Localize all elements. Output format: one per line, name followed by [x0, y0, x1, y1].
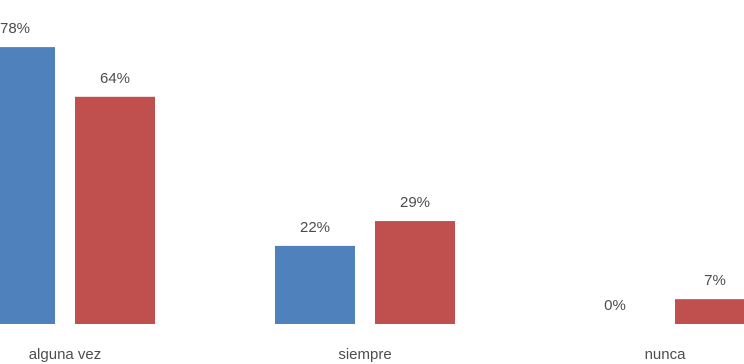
- category-label-nunca: nunca: [645, 346, 687, 363]
- data-label-alguna-vez-series-2: 64%: [100, 70, 130, 87]
- category-label-siempre: siempre: [338, 346, 391, 363]
- data-label-nunca-series-1: 0%: [604, 297, 626, 314]
- bar-siempre-series-1: [275, 245, 355, 324]
- category-label-alguna-vez: alguna vez: [29, 346, 102, 363]
- data-label-alguna-vez-series-1: 78%: [0, 20, 30, 37]
- data-label-nunca-series-2: 7%: [704, 272, 726, 289]
- category-labels-group: alguna vez siempre nunca: [29, 346, 686, 363]
- bar-siempre-series-2: [375, 221, 455, 324]
- bar-alguna-vez-series-1: [0, 47, 55, 324]
- data-labels-group: 78% 64% 22% 29% 0% 7%: [0, 20, 726, 314]
- data-label-siempre-series-2: 29%: [400, 194, 430, 211]
- data-label-siempre-series-1: 22%: [300, 219, 330, 236]
- bars-group: [0, 47, 744, 324]
- bar-alguna-vez-series-2: [75, 96, 155, 324]
- bar-nunca-series-2: [675, 299, 744, 324]
